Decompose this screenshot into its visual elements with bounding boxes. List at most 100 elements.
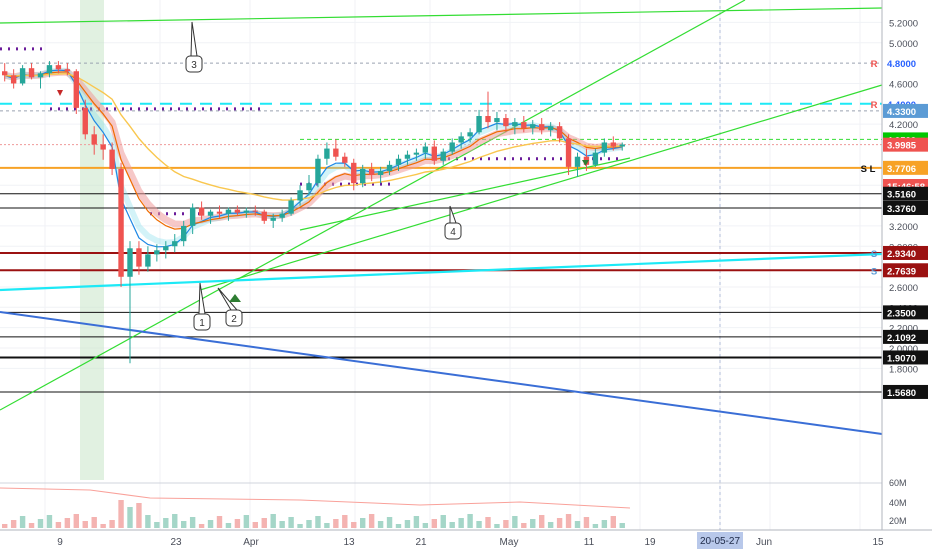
volume-bar (404, 520, 411, 528)
candle-body (252, 210, 258, 212)
callout-label: 2 (231, 314, 237, 325)
volume-bar (2, 524, 8, 528)
callout-box (444, 222, 462, 240)
time-tick-label: Apr (243, 537, 259, 548)
candle-body (494, 118, 500, 123)
line-marker-label: S L (861, 164, 876, 175)
price-label-bg (883, 56, 928, 71)
price-tick-label: 5.2000 (889, 18, 918, 29)
volume-bar (288, 517, 294, 528)
time-tick-label: 23 (170, 537, 182, 548)
trendline-blue (0, 311, 883, 435)
volume-tick-label: 60M (889, 478, 907, 488)
time-tick-label: 11 (584, 537, 595, 548)
candle-body (154, 250, 160, 255)
candle-body (547, 126, 554, 131)
volume-bar (73, 514, 79, 528)
candle-body (574, 156, 581, 167)
price-label: 3.3760 (887, 204, 916, 215)
volume-bar (118, 500, 124, 528)
trend-lines (0, 0, 883, 435)
volume-bar (601, 520, 608, 528)
trendline-steep (0, 0, 746, 411)
candle-body (216, 211, 223, 214)
volume-bar (181, 521, 187, 528)
callout-pointer (190, 21, 198, 57)
volume-bar (234, 519, 241, 528)
time-highlight-box (697, 532, 743, 549)
candle-body (73, 71, 79, 108)
volume-bar (351, 522, 357, 528)
candle-body (601, 142, 608, 153)
candle-body (181, 225, 187, 242)
candle-body (127, 248, 133, 277)
line-marker-label: S (871, 249, 877, 260)
time-tick-label: May (500, 537, 519, 548)
candle-body (458, 136, 464, 143)
volume-bar (10, 520, 17, 528)
candle-body (610, 142, 616, 147)
volume-bar (207, 520, 214, 528)
volume-bar (431, 519, 437, 528)
price-label-bg (883, 200, 928, 215)
price-label: 1.5680 (887, 388, 916, 399)
candle-body (521, 122, 527, 129)
price-label-bg (883, 160, 928, 175)
volume-bar (503, 520, 509, 528)
time-highlight-label: 20-05-27 (700, 536, 740, 547)
volume-bar (530, 519, 536, 528)
volume-bar (610, 516, 616, 528)
price-label-bg (883, 305, 928, 320)
volume-bar (127, 507, 133, 528)
candle-body (565, 138, 572, 167)
time-tick-label: 13 (343, 537, 355, 548)
volume-bar (172, 514, 178, 528)
volume-bar (377, 521, 384, 528)
volume-pane (0, 482, 882, 528)
price-label-bg (883, 350, 928, 365)
volume-bar (574, 521, 581, 528)
volume-bar (243, 515, 250, 528)
price-label: 4.3300 (887, 107, 916, 118)
volume-bar (395, 524, 402, 528)
candle-body (324, 148, 330, 159)
trendline-mid (199, 84, 883, 291)
volume-bar (315, 516, 321, 528)
price-label: 1.9070 (887, 353, 916, 364)
moving-averages (3, 67, 623, 248)
time-tick-label: Jun (756, 537, 772, 548)
candle-body (592, 152, 599, 165)
line-marker-label: R (871, 59, 878, 70)
candle-body (476, 116, 482, 133)
volume-bar (46, 515, 53, 528)
candle-body (136, 248, 142, 267)
ma-ribbon-red (4, 68, 623, 228)
candle-body (243, 210, 250, 213)
time-tick-label: 21 (415, 537, 427, 548)
volume-bar (37, 519, 44, 528)
candle-body (46, 65, 53, 74)
candle-body (2, 71, 8, 76)
volume-bar (189, 517, 196, 528)
volume-bar (64, 518, 71, 528)
annotations: 1 2 3 4 (57, 21, 589, 331)
candle-body (225, 209, 232, 214)
volume-bar (556, 518, 563, 528)
candle-body (619, 144, 625, 147)
candle-body (449, 142, 455, 152)
trendline-top (0, 7, 883, 24)
volume-tick-label: 40M (889, 498, 907, 508)
price-label: 2.3500 (887, 308, 916, 319)
candle-body (10, 75, 17, 84)
volume-bar (521, 523, 527, 528)
candle-body (55, 65, 62, 70)
volume-bar (440, 515, 446, 528)
price-label: 2.7639 (887, 266, 916, 277)
volume-bar (413, 516, 420, 528)
volume-bar (619, 523, 625, 528)
price-label: 4.8000 (887, 59, 916, 70)
price-label-bg (883, 186, 928, 201)
candle-body (172, 241, 178, 247)
volume-bar (198, 524, 205, 528)
